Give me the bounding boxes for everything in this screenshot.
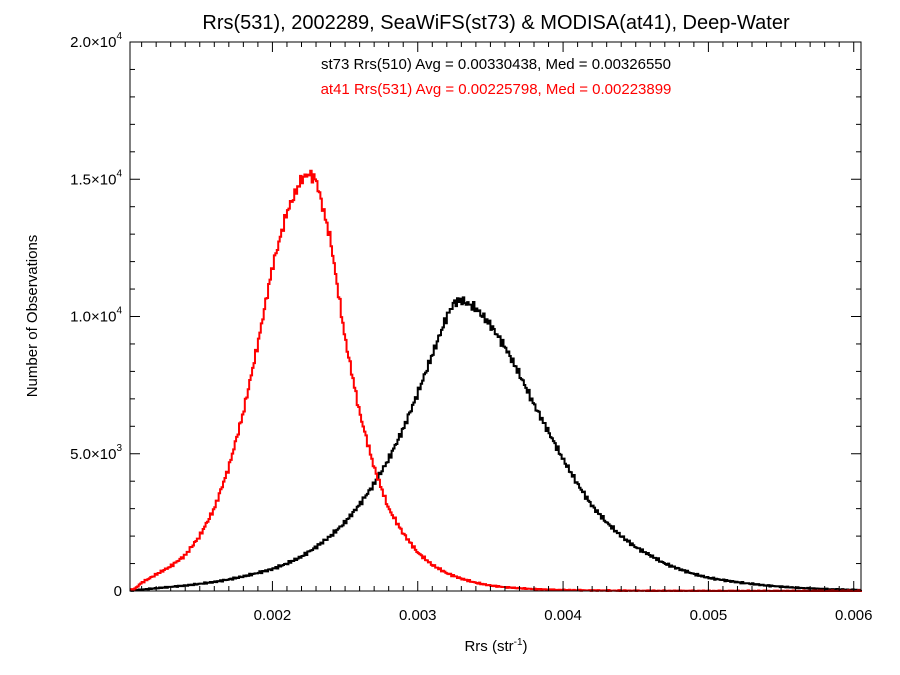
y-tick-label-0: 0 [114,583,122,600]
series-line-0 [130,296,862,592]
annotations: st73 Rrs(510) Avg = 0.00330438, Med = 0.… [321,56,672,98]
x-tick-label-0: 0.002 [254,607,292,624]
x-tick-label-3: 0.005 [690,607,728,624]
series-line-1 [130,169,862,592]
y-axis-label: Number of Observations [24,235,41,398]
y-tick-label-4: 2.0×104 [70,31,122,51]
x-tick-label-4: 0.006 [835,607,873,624]
y-tick-labels: 0 5.0×103 1.0×104 1.5×104 2.0×104 [70,31,122,600]
y-tick-label-2: 1.0×104 [70,306,122,326]
axis-ticks [130,41,861,592]
y-tick-label-3: 1.5×104 [70,168,122,188]
x-tick-label-1: 0.003 [399,607,437,624]
x-tick-labels: 0.002 0.003 0.004 0.005 0.006 [254,607,873,624]
annotation-1: at41 Rrs(531) Avg = 0.00225798, Med = 0.… [321,81,672,98]
plot-series [130,169,862,592]
chart-title: Rrs(531), 2002289, SeaWiFS(st73) & MODIS… [202,12,790,34]
plot-frame [129,41,862,592]
x-tick-label-2: 0.004 [544,607,582,624]
x-axis-label: Rrs (str-1) [464,637,527,655]
y-tick-label-1: 5.0×103 [70,443,122,463]
annotation-0: st73 Rrs(510) Avg = 0.00330438, Med = 0.… [321,56,671,73]
